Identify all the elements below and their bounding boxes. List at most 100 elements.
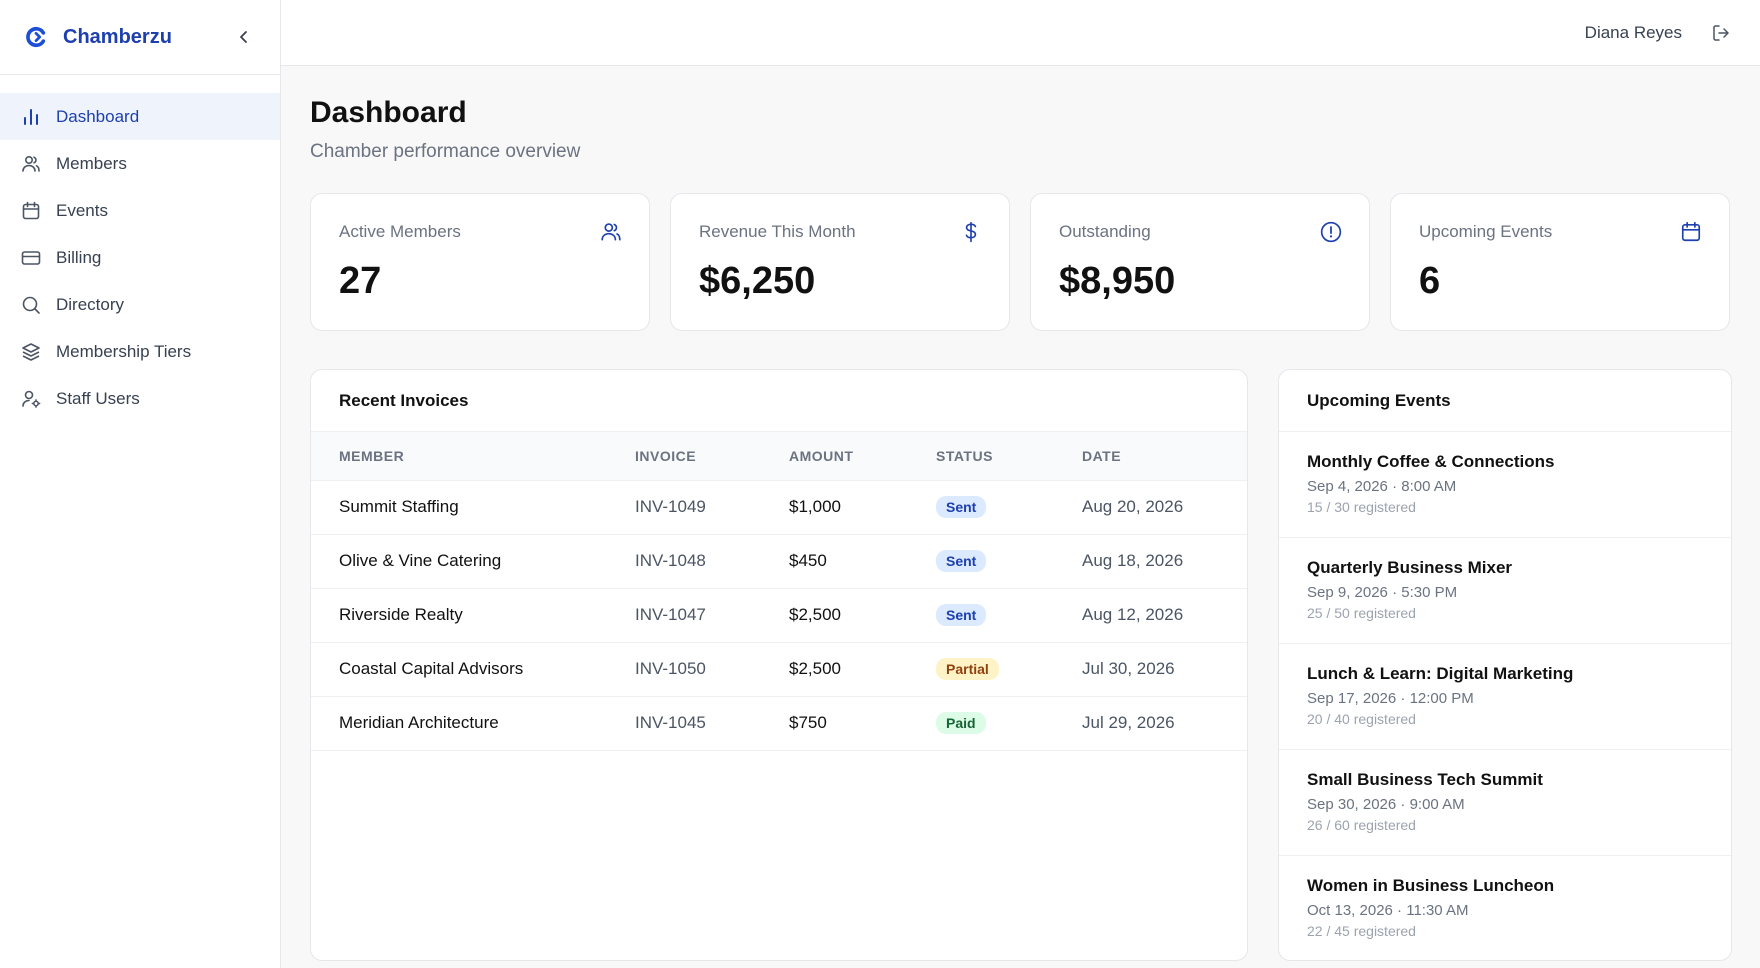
sidebar-item-staff-users[interactable]: Staff Users — [0, 375, 280, 422]
status-cell: Sent — [908, 480, 1054, 535]
column-header-invoice[interactable]: INVOICE — [607, 432, 761, 481]
chamberzu-logo-icon[interactable] — [24, 25, 48, 49]
column-header-status[interactable]: STATUS — [908, 432, 1054, 481]
logout-icon[interactable] — [1710, 22, 1732, 44]
alert-circle-icon — [1319, 220, 1343, 244]
event-registered: 25 / 50 registered — [1307, 605, 1416, 621]
sidebar-item-label: Directory — [56, 294, 125, 314]
amount-cell: $2,500 — [761, 588, 908, 643]
event-item[interactable]: Monthly Coffee & Connections Sep 4, 2026… — [1279, 432, 1731, 538]
stat-card-revenue: Revenue This Month $6,250 — [670, 193, 1010, 331]
status-badge: Sent — [936, 550, 987, 572]
event-date: Sep 9, 2026 · 5:30 PM — [1307, 584, 1458, 601]
stat-label: Outstanding — [1059, 222, 1151, 241]
sidebar-item-membership-tiers[interactable]: Membership Tiers — [0, 328, 280, 375]
status-badge: Partial — [936, 658, 999, 680]
sidebar-nav: Dashboard Members Events Billing Directo… — [0, 75, 280, 422]
date-cell: Aug 12, 2026 — [1054, 588, 1247, 643]
table-row[interactable]: Coastal Capital Advisors INV-1050 $2,500… — [311, 642, 1247, 697]
invoices-table: MEMBER INVOICE AMOUNT STATUS DATE Summit… — [311, 432, 1247, 751]
event-title: Women in Business Luncheon — [1307, 876, 1555, 895]
invoice-cell: INV-1045 — [607, 696, 761, 751]
sidebar-item-billing[interactable]: Billing — [0, 234, 280, 281]
invoice-cell: INV-1049 — [607, 480, 761, 535]
stat-value: 27 — [339, 260, 382, 302]
member-cell: Coastal Capital Advisors — [311, 642, 607, 697]
panels-row: Recent Invoices MEMBER INVOICE AMOUNT ST… — [310, 369, 1732, 961]
users-icon — [20, 153, 42, 175]
event-item[interactable]: Lunch & Learn: Digital Marketing Sep 17,… — [1279, 644, 1731, 750]
date-cell: Aug 20, 2026 — [1054, 480, 1247, 535]
date-cell: Aug 18, 2026 — [1054, 534, 1247, 589]
calendar-icon — [1679, 220, 1703, 244]
event-date: Sep 17, 2026 · 12:00 PM — [1307, 690, 1474, 707]
event-date: Oct 13, 2026 · 11:30 AM — [1307, 902, 1469, 919]
bar-chart-icon — [20, 106, 42, 128]
status-badge: Sent — [936, 496, 987, 518]
status-cell: Sent — [908, 534, 1054, 589]
layers-icon — [20, 341, 42, 363]
sidebar-item-label: Events — [56, 200, 108, 220]
table-row[interactable]: Meridian Architecture INV-1045 $750 Paid… — [311, 696, 1247, 751]
dollar-icon — [959, 220, 983, 244]
upcoming-events-panel: Upcoming Events Monthly Coffee & Connect… — [1278, 369, 1732, 961]
main-content: Dashboard Chamber performance overview A… — [310, 66, 1732, 961]
event-registered: 15 / 30 registered — [1307, 499, 1416, 515]
panel-title: Recent Invoices — [311, 370, 1247, 432]
table-row[interactable]: Summit Staffing INV-1049 $1,000 Sent Aug… — [311, 480, 1247, 535]
event-date: Sep 4, 2026 · 8:00 AM — [1307, 478, 1457, 495]
sidebar: Chamberzu Dashboard Members Events — [0, 0, 281, 968]
member-cell: Meridian Architecture — [311, 696, 607, 751]
event-item[interactable]: Small Business Tech Summit Sep 30, 2026 … — [1279, 750, 1731, 856]
amount-cell: $1,000 — [761, 480, 908, 535]
panel-title: Upcoming Events — [1279, 370, 1731, 432]
event-item[interactable]: Quarterly Business Mixer Sep 9, 2026 · 5… — [1279, 538, 1731, 644]
stat-value: 6 — [1419, 260, 1441, 302]
event-title: Quarterly Business Mixer — [1307, 558, 1513, 577]
event-title: Small Business Tech Summit — [1307, 770, 1543, 789]
page-subtitle: Chamber performance overview — [310, 141, 581, 162]
sidebar-item-label: Staff Users — [56, 388, 140, 408]
member-cell: Olive & Vine Catering — [311, 534, 607, 589]
stat-card-outstanding: Outstanding $8,950 — [1030, 193, 1370, 331]
sidebar-item-members[interactable]: Members — [0, 140, 280, 187]
amount-cell: $2,500 — [761, 642, 908, 697]
users-icon — [599, 220, 623, 244]
sidebar-item-dashboard[interactable]: Dashboard — [0, 93, 280, 140]
status-cell: Partial — [908, 642, 1054, 697]
sidebar-item-label: Dashboard — [56, 106, 140, 126]
event-date: Sep 30, 2026 · 9:00 AM — [1307, 796, 1465, 813]
column-header-amount[interactable]: AMOUNT — [761, 432, 908, 481]
date-cell: Jul 30, 2026 — [1054, 642, 1247, 697]
status-badge: Sent — [936, 604, 987, 626]
chevron-left-icon[interactable] — [232, 25, 256, 49]
event-item[interactable]: Women in Business Luncheon Oct 13, 2026 … — [1279, 856, 1731, 960]
sidebar-item-directory[interactable]: Directory — [0, 281, 280, 328]
event-title: Lunch & Learn: Digital Marketing — [1307, 664, 1574, 683]
brand-header: Chamberzu — [0, 0, 280, 75]
credit-card-icon — [20, 247, 42, 269]
search-icon — [20, 294, 42, 316]
recent-invoices-panel: Recent Invoices MEMBER INVOICE AMOUNT ST… — [310, 369, 1248, 961]
column-header-date[interactable]: DATE — [1054, 432, 1247, 481]
amount-cell: $450 — [761, 534, 908, 589]
stat-label: Upcoming Events — [1419, 222, 1553, 241]
sidebar-item-events[interactable]: Events — [0, 187, 280, 234]
user-name[interactable]: Diana Reyes — [1584, 22, 1682, 42]
user-cog-icon — [20, 388, 42, 410]
stat-card-active-members: Active Members 27 — [310, 193, 650, 331]
status-cell: Paid — [908, 696, 1054, 751]
brand-name: Chamberzu — [63, 25, 172, 48]
table-row[interactable]: Riverside Realty INV-1047 $2,500 Sent Au… — [311, 588, 1247, 643]
event-registered: 26 / 60 registered — [1307, 817, 1416, 833]
sidebar-item-label: Membership Tiers — [56, 341, 192, 361]
member-cell: Summit Staffing — [311, 480, 607, 535]
invoice-cell: INV-1050 — [607, 642, 761, 697]
column-header-member[interactable]: MEMBER — [311, 432, 607, 481]
calendar-icon — [20, 200, 42, 222]
member-cell: Riverside Realty — [311, 588, 607, 643]
topbar: Diana Reyes — [281, 0, 1760, 66]
amount-cell: $750 — [761, 696, 908, 751]
table-header-row: MEMBER INVOICE AMOUNT STATUS DATE — [311, 432, 1247, 481]
table-row[interactable]: Olive & Vine Catering INV-1048 $450 Sent… — [311, 534, 1247, 589]
